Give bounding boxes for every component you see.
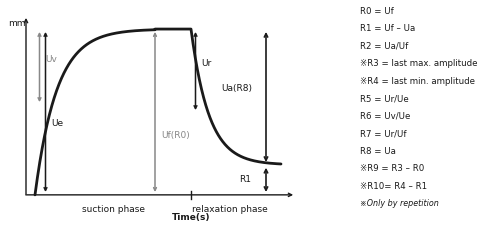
Text: ※R10= R4 – R1: ※R10= R4 – R1 [360, 182, 426, 191]
Text: relaxation phase: relaxation phase [192, 205, 268, 214]
Text: ※R3 = last max. amplitude: ※R3 = last max. amplitude [360, 59, 477, 68]
Text: R6 = Uv/Ue: R6 = Uv/Ue [360, 112, 410, 121]
Text: R2 = Ua/Uf: R2 = Ua/Uf [360, 42, 408, 51]
Text: suction phase: suction phase [82, 205, 144, 214]
Text: R1 = Uf – Ua: R1 = Uf – Ua [360, 24, 415, 33]
Text: ※Only by repetition: ※Only by repetition [360, 199, 438, 208]
Text: Ur: Ur [202, 59, 212, 67]
Text: R8 = Ua: R8 = Ua [360, 147, 396, 156]
Text: R0 = Uf: R0 = Uf [360, 7, 394, 16]
Text: R1: R1 [239, 175, 251, 184]
Text: Ue: Ue [52, 119, 64, 128]
Text: R7 = Ur/Uf: R7 = Ur/Uf [360, 129, 406, 138]
Text: Uv: Uv [46, 54, 58, 64]
Text: R5 = Ur/Ue: R5 = Ur/Ue [360, 94, 408, 103]
Text: Time(s): Time(s) [172, 213, 210, 222]
Text: Uf(R0): Uf(R0) [161, 131, 190, 141]
Text: mm: mm [8, 19, 25, 28]
Text: ※R9 = R3 – R0: ※R9 = R3 – R0 [360, 164, 424, 173]
Text: Ua(R8): Ua(R8) [221, 84, 252, 94]
Text: ※R4 = last min. amplitude: ※R4 = last min. amplitude [360, 77, 474, 86]
